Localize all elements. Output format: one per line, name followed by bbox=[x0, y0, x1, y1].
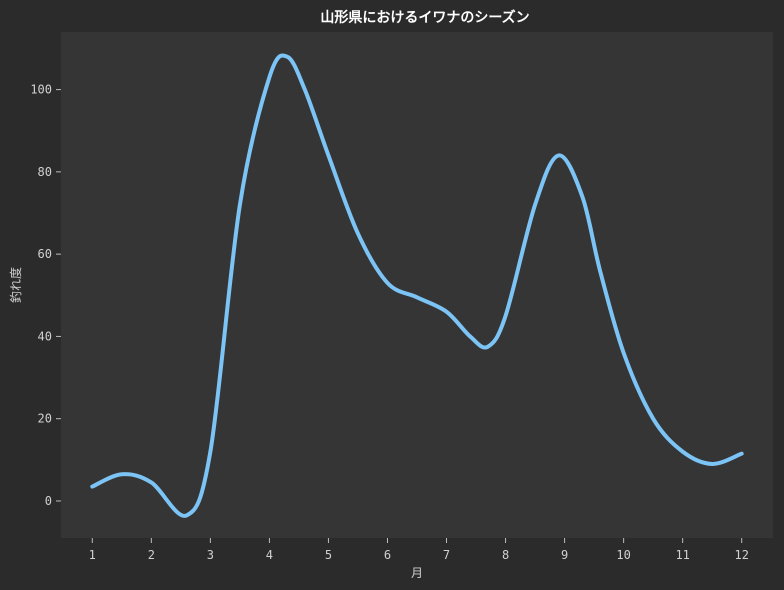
x-tick-label: 4 bbox=[266, 548, 273, 562]
series-line bbox=[90, 53, 744, 518]
x-tick-label: 2 bbox=[148, 548, 155, 562]
y-tick-label: 0 bbox=[45, 494, 52, 508]
y-tick-label: 80 bbox=[38, 165, 52, 179]
x-tick-label: 8 bbox=[502, 548, 509, 562]
y-tick-label: 60 bbox=[38, 247, 52, 261]
x-tick-label: 3 bbox=[207, 548, 214, 562]
x-tick-label: 5 bbox=[325, 548, 332, 562]
x-tick-label: 12 bbox=[734, 548, 748, 562]
y-axis-label: 釣れ度 bbox=[8, 267, 23, 303]
x-axis-label: 月 bbox=[411, 566, 423, 580]
x-tick-label: 9 bbox=[561, 548, 568, 562]
x-tick-label: 6 bbox=[384, 548, 391, 562]
x-tick-label: 10 bbox=[616, 548, 630, 562]
y-tick-label: 100 bbox=[30, 83, 52, 97]
plot-area bbox=[61, 32, 773, 538]
y-tick-label: 40 bbox=[38, 329, 52, 343]
x-tick-label: 7 bbox=[443, 548, 450, 562]
x-axis: 1 2 3 4 5 6 7 8 9 10 11 12 bbox=[89, 538, 749, 562]
y-tick-label: 20 bbox=[38, 412, 52, 426]
x-tick-label: 11 bbox=[675, 548, 689, 562]
chart-title: 山形県におけるイワナのシーズン bbox=[320, 9, 529, 26]
x-tick-label: 1 bbox=[89, 548, 96, 562]
y-axis: 0 20 40 60 80 100 bbox=[30, 83, 61, 508]
